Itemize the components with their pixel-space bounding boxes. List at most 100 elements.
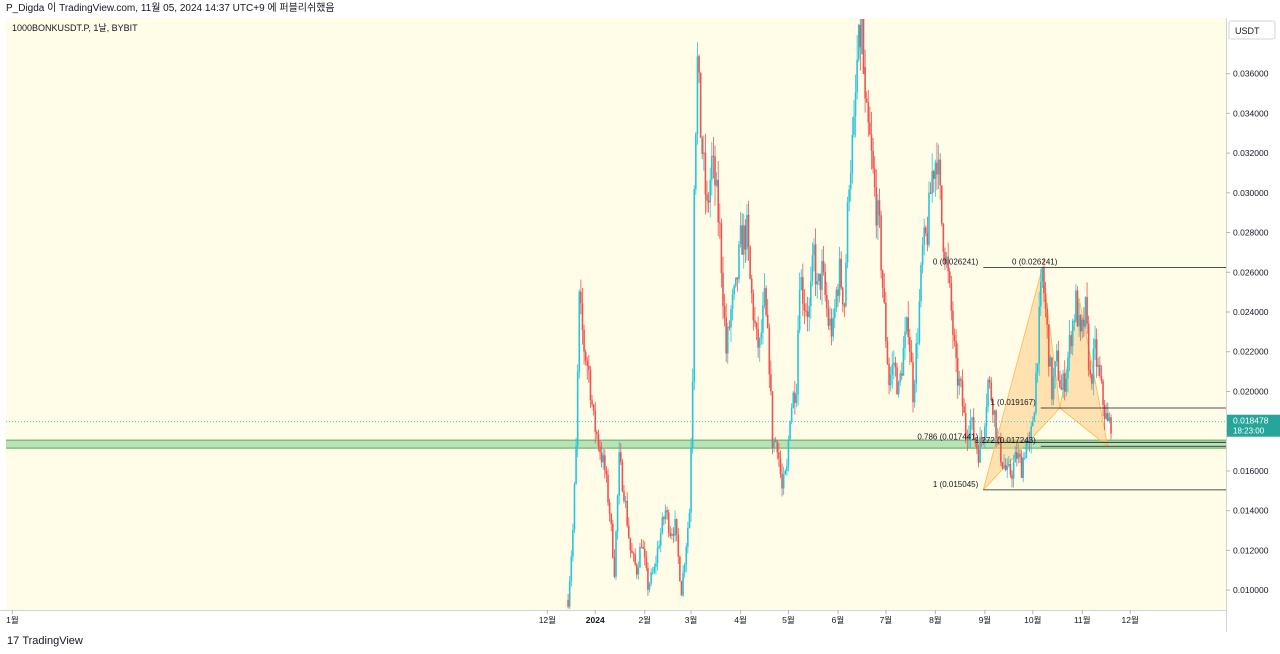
candle-body: [1097, 364, 1100, 367]
candle-body: [776, 441, 779, 453]
candle-body: [840, 258, 842, 288]
candle-body: [635, 564, 638, 575]
candle-body: [805, 310, 807, 312]
candle-body: [853, 116, 855, 136]
y-tick-label: 0.030000: [1233, 188, 1269, 198]
candle-body: [703, 152, 705, 154]
tradingview-logo-mark: 17: [7, 635, 20, 647]
candle-body: [810, 281, 812, 307]
candle-body: [679, 556, 681, 582]
candle-body: [599, 446, 601, 453]
candle-body: [1094, 339, 1096, 349]
candle-body: [738, 244, 740, 280]
fib-level-label: 0.786 (0.017441): [917, 432, 978, 441]
candle-body: [592, 404, 595, 411]
candle-body: [1006, 465, 1009, 470]
candle-body: [1084, 296, 1087, 327]
candle-body: [920, 265, 922, 302]
x-tick-label: 8월: [929, 615, 942, 625]
candle-body: [634, 553, 636, 565]
candle-body: [631, 550, 633, 554]
candle-body: [929, 192, 932, 194]
candle-body: [786, 465, 788, 471]
candle-body: [1075, 290, 1077, 321]
candle-body: [937, 159, 940, 175]
candle-body: [739, 225, 742, 245]
candle-body: [992, 400, 994, 415]
candle-body: [924, 227, 927, 233]
candle-body: [701, 137, 704, 154]
candle-body: [950, 282, 953, 311]
y-tick-label: 0.028000: [1233, 228, 1269, 238]
candle-body: [795, 394, 798, 403]
candle-body: [762, 305, 764, 333]
price-chart[interactable]: 0 (0.026241) 0 (0.026241) 1 (0.019167) 0.78…: [0, 18, 1280, 632]
candle-body: [604, 455, 606, 471]
candle-body: [627, 525, 630, 538]
candle-body: [725, 317, 727, 354]
candle-body: [763, 288, 766, 306]
candle-body: [1001, 462, 1004, 468]
candle-body: [971, 417, 973, 421]
candle-body: [723, 305, 726, 318]
candle-body: [594, 410, 597, 432]
candle-body: [671, 534, 673, 536]
candle-body: [1041, 267, 1044, 282]
candle-body: [578, 291, 581, 372]
candle-body: [1107, 413, 1109, 421]
candle-body: [1057, 350, 1060, 381]
candle-body: [824, 271, 826, 295]
candle-body: [728, 326, 731, 328]
candle-body: [744, 225, 747, 250]
candle-body: [696, 56, 699, 134]
candle-body: [910, 352, 913, 363]
candle-body: [923, 227, 925, 246]
candle-body: [758, 338, 761, 348]
candle-body: [726, 326, 729, 354]
y-tick-label: 0.022000: [1233, 347, 1269, 357]
candle-body: [612, 523, 614, 558]
fib-level-label: 1.272 (0.017243): [975, 436, 1036, 445]
candle-body: [808, 306, 811, 317]
candle-body: [996, 436, 999, 439]
candle-body: [1022, 458, 1024, 478]
candle-body: [642, 547, 644, 549]
candle-body: [877, 200, 879, 226]
candle-body: [880, 215, 882, 271]
candle-body: [1099, 364, 1101, 376]
candle-body: [602, 455, 605, 463]
candle-body: [1033, 412, 1036, 422]
candle-body: [666, 510, 668, 513]
candle-body: [1017, 453, 1020, 459]
candle-body: [698, 56, 700, 73]
candle-body: [1049, 357, 1052, 367]
candle-body: [797, 330, 799, 395]
candle-body: [917, 342, 919, 344]
candle-body: [1016, 452, 1018, 459]
candle-body: [618, 452, 620, 496]
candle-body: [1062, 373, 1064, 390]
chart-attribution: P_Digda 이 TradingView.com, 11월 05, 2024 …: [0, 0, 1280, 18]
candle-body: [731, 294, 734, 310]
candle-body: [1046, 308, 1048, 325]
candle-body: [792, 392, 795, 408]
candle-body: [885, 302, 887, 342]
candle-body: [838, 258, 841, 296]
candle-body: [1051, 357, 1053, 400]
candle-body: [800, 277, 803, 290]
tradingview-logo[interactable]: 17 TradingView: [7, 635, 83, 647]
candle-body: [749, 247, 751, 279]
candle-body: [730, 309, 732, 328]
candle-body: [832, 317, 834, 337]
candle-body: [573, 484, 576, 530]
candle-body: [1028, 439, 1031, 443]
candle-body: [955, 340, 957, 358]
candle-body: [693, 189, 696, 382]
candle-body: [1063, 373, 1066, 392]
x-tick-label: 9월: [979, 615, 992, 625]
y-tick-label: 0.032000: [1233, 148, 1269, 158]
candle-body: [789, 421, 791, 441]
currency-box[interactable]: [1228, 20, 1276, 40]
candle-body: [1025, 440, 1028, 458]
candle-body: [626, 500, 628, 526]
